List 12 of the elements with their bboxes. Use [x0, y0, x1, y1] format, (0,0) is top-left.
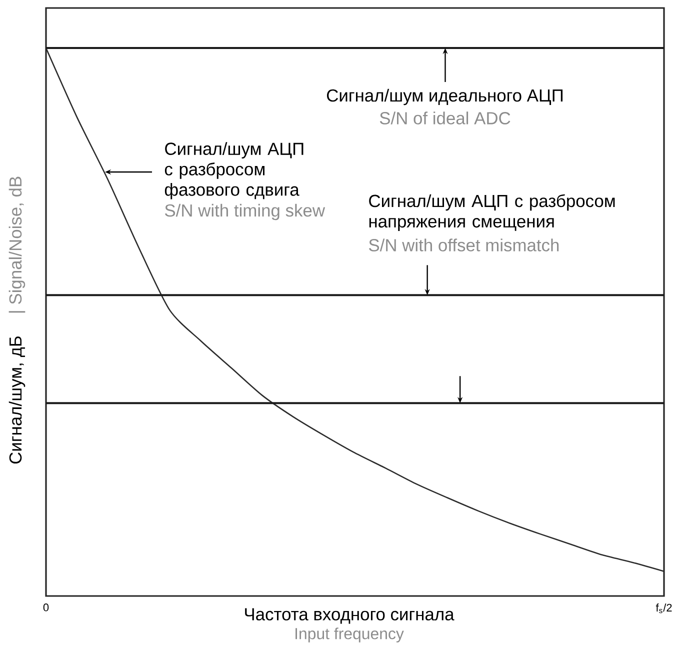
- annotation: S/N with offset mismatch: [369, 238, 559, 252]
- x-tick-label: f$_{s}$/2: [656, 604, 672, 614]
- annotation: Сигнал/шум идеального АЦП: [326, 88, 563, 106]
- x-tick-label: 0: [43, 604, 49, 612]
- text: Input frequency: [296, 628, 404, 642]
- annotation: S/N with timing skew: [165, 204, 326, 220]
- annotation: Сигнал/шум АЦП с разбросом напряжения смещения: [369, 194, 615, 232]
- x-axis-title: Частота входного сигнала: [245, 608, 454, 624]
- annotation: S/N of ideal ADC: [380, 112, 510, 124]
- annotation: Сигнал/шум АЦП с разбросом фазового сдвига: [164, 142, 304, 200]
- text: | Signal/Noise, dB: [8, 176, 26, 313]
- y-axis-title: Сигнал/шум, дБ: [8, 336, 26, 464]
